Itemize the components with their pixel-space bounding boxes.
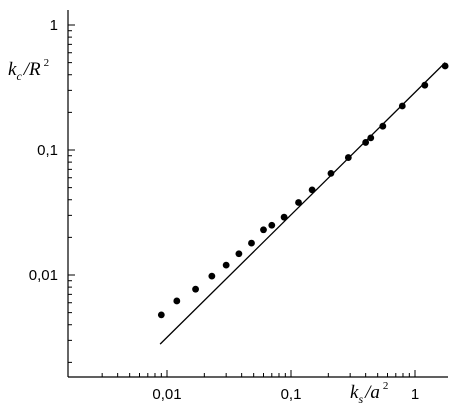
x-axis-ticks: 0,01 0,1 1	[101, 370, 419, 403]
data-point	[367, 134, 375, 142]
x-label-sub: s	[358, 392, 363, 406]
data-point	[268, 221, 276, 229]
x-label-sup: 2	[383, 380, 389, 392]
data-point	[208, 272, 216, 280]
data-point	[398, 102, 406, 110]
y-label-sup: 2	[44, 57, 50, 69]
x-tick-label: 0,1	[281, 386, 302, 403]
x-tick-label: 0,01	[152, 386, 181, 403]
data-point	[222, 261, 230, 269]
y-tick-label: 1	[50, 17, 58, 34]
x-axis-label: ks/a 2	[350, 380, 388, 406]
data-point	[441, 62, 449, 70]
x-label-a: a	[370, 382, 380, 403]
data-point	[327, 169, 335, 177]
data-point	[362, 139, 370, 146]
data-point	[295, 199, 302, 206]
y-tick-label: 0,01	[29, 267, 58, 284]
data-point	[421, 81, 429, 89]
y-tick-label: 0,1	[37, 142, 58, 159]
data-point	[173, 297, 181, 305]
y-label-k: k	[8, 59, 17, 80]
data-points-layer	[157, 62, 449, 319]
y-axis-label: kc/R 2	[8, 57, 49, 83]
data-point	[235, 250, 243, 258]
data-point	[308, 186, 316, 194]
y-axis-ticks: 0,01 0,1 1	[29, 17, 75, 363]
fit-line	[159, 62, 446, 345]
data-point	[192, 285, 199, 293]
data-point	[344, 154, 352, 161]
data-point	[157, 311, 165, 319]
y-label-sub: c	[16, 69, 22, 83]
data-point	[260, 226, 267, 234]
x-tick-label: 1	[411, 386, 419, 403]
data-point	[248, 239, 255, 247]
axes	[67, 10, 448, 378]
fit-line-layer	[159, 62, 446, 345]
data-point	[379, 122, 387, 130]
data-point	[280, 213, 288, 221]
x-label-k: k	[350, 382, 359, 403]
y-label-R: R	[28, 59, 41, 80]
x-label-slash: /	[364, 382, 372, 403]
y-label-slash: /	[23, 59, 31, 80]
